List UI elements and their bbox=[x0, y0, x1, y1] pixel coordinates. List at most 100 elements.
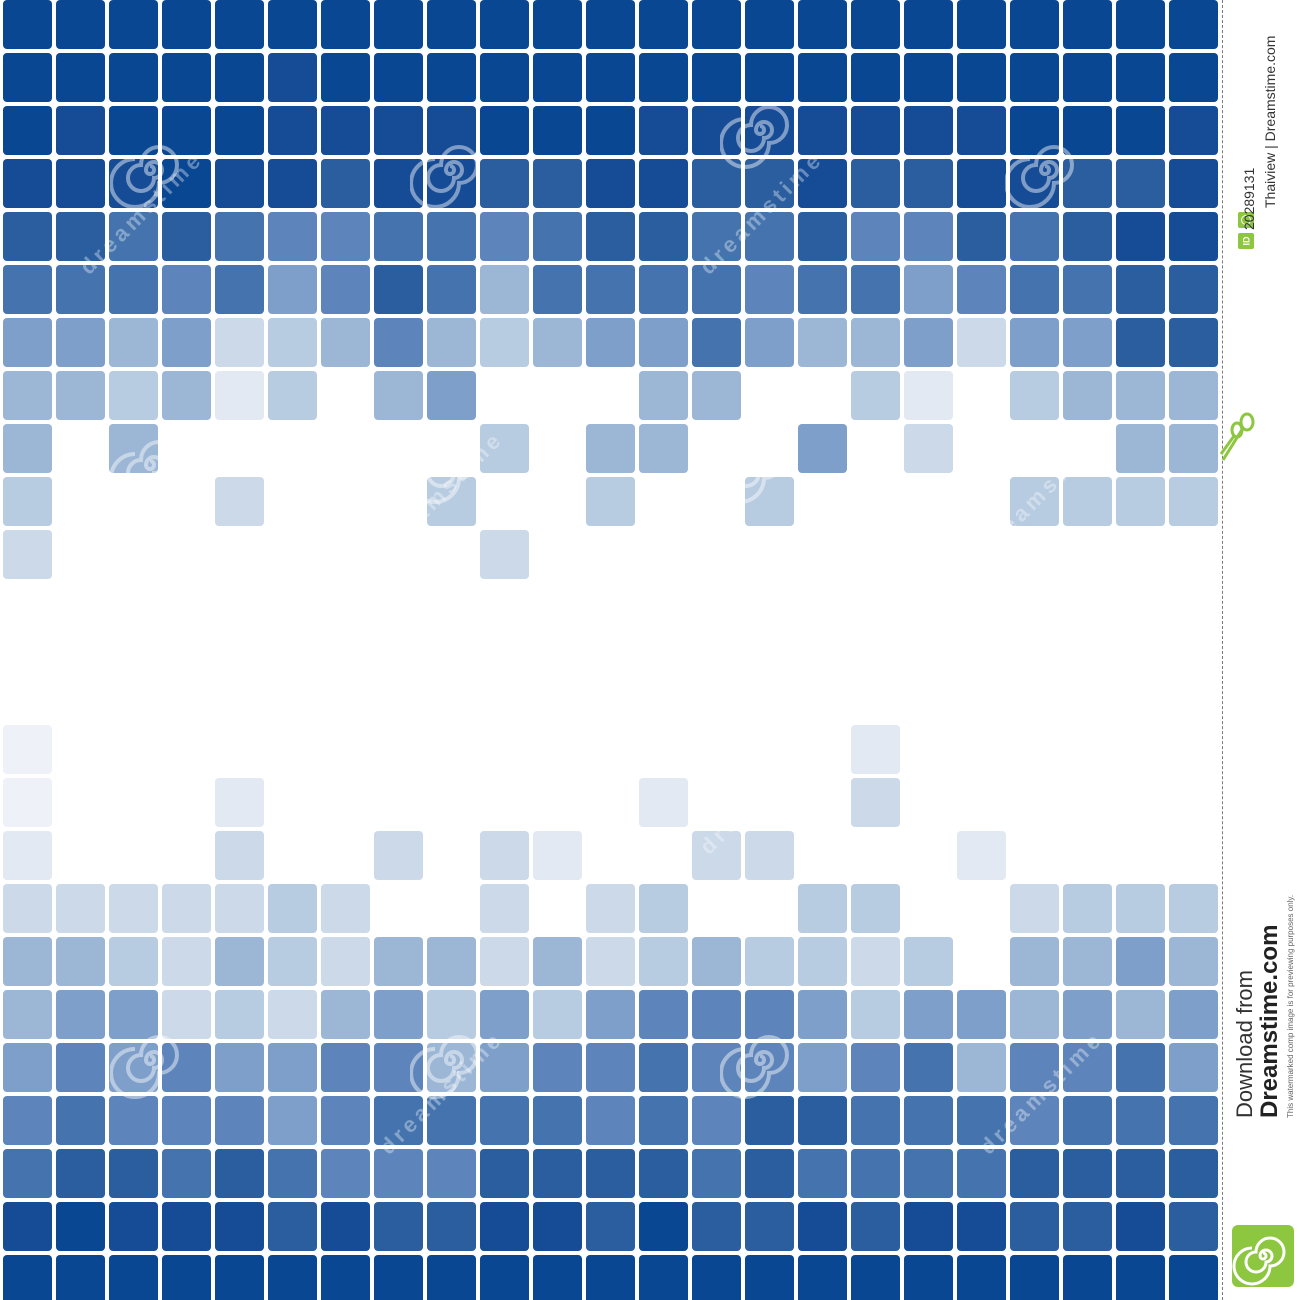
mosaic-tile bbox=[215, 1149, 264, 1198]
mosaic-tile bbox=[798, 884, 847, 933]
mosaic-tile bbox=[109, 371, 158, 420]
mosaic-tile bbox=[427, 1255, 476, 1300]
mosaic-tile bbox=[1116, 937, 1165, 986]
tile-mosaic: dreamstime dreamstime dreamstime dreamstime… bbox=[3, 0, 1218, 1300]
mosaic-tile bbox=[427, 371, 476, 420]
mosaic-tile bbox=[321, 318, 370, 367]
mosaic-tile bbox=[215, 831, 264, 880]
mosaic-tile bbox=[798, 424, 847, 473]
mosaic-tile bbox=[162, 159, 211, 208]
mosaic-tile bbox=[215, 1096, 264, 1145]
mosaic-tile bbox=[745, 159, 794, 208]
mosaic-tile bbox=[1063, 106, 1112, 155]
mosaic-tile bbox=[1116, 1255, 1165, 1300]
mosaic-tile bbox=[56, 318, 105, 367]
mosaic-tile bbox=[798, 212, 847, 261]
mosaic-tile bbox=[109, 53, 158, 102]
mosaic-tile bbox=[321, 884, 370, 933]
mosaic-tile bbox=[798, 1255, 847, 1300]
mosaic-tile bbox=[1063, 1202, 1112, 1251]
mosaic-tile bbox=[480, 318, 529, 367]
mosaic-tile bbox=[1116, 53, 1165, 102]
mosaic-tile bbox=[586, 1255, 635, 1300]
mosaic-tile bbox=[1063, 990, 1112, 1039]
mosaic-tile bbox=[904, 371, 953, 420]
mosaic-tile bbox=[109, 265, 158, 314]
mosaic-tile bbox=[533, 1149, 582, 1198]
mosaic-tile bbox=[162, 318, 211, 367]
mosaic-tile bbox=[268, 1096, 317, 1145]
mosaic-tile bbox=[162, 990, 211, 1039]
cut-line bbox=[1222, 0, 1223, 1300]
mosaic-tile bbox=[586, 265, 635, 314]
mosaic-tile bbox=[162, 1202, 211, 1251]
mosaic-tile bbox=[1169, 159, 1218, 208]
mosaic-tile bbox=[533, 937, 582, 986]
mosaic-tile bbox=[162, 1043, 211, 1092]
mosaic-tile bbox=[533, 0, 582, 49]
mosaic-tile bbox=[586, 1202, 635, 1251]
mosaic-tile bbox=[3, 477, 52, 526]
mosaic-tile bbox=[957, 159, 1006, 208]
mosaic-tile bbox=[215, 106, 264, 155]
mosaic-tile bbox=[1169, 53, 1218, 102]
mosaic-tile bbox=[109, 1149, 158, 1198]
mosaic-tile bbox=[427, 937, 476, 986]
mosaic-tile bbox=[745, 318, 794, 367]
mosaic-tile bbox=[1169, 318, 1218, 367]
mosaic-tile bbox=[268, 371, 317, 420]
mosaic-tile bbox=[1010, 159, 1059, 208]
mosaic-tile bbox=[533, 831, 582, 880]
mosaic-tile bbox=[109, 1096, 158, 1145]
mosaic-tile bbox=[1063, 1255, 1112, 1300]
mosaic-tile bbox=[374, 0, 423, 49]
mosaic-tile bbox=[692, 318, 741, 367]
mosaic-tile bbox=[1063, 212, 1112, 261]
mosaic-tile bbox=[1116, 1149, 1165, 1198]
mosaic-tile bbox=[3, 0, 52, 49]
mosaic-tile bbox=[1169, 424, 1218, 473]
mosaic-tile bbox=[957, 53, 1006, 102]
mosaic-tile bbox=[798, 159, 847, 208]
mosaic-tile bbox=[533, 990, 582, 1039]
mosaic-tile bbox=[215, 1255, 264, 1300]
id-badge-label: ID bbox=[1241, 236, 1251, 246]
mosaic-tile bbox=[109, 1202, 158, 1251]
mosaic-tile bbox=[3, 937, 52, 986]
mosaic-tile bbox=[427, 318, 476, 367]
mosaic-tile bbox=[1116, 1202, 1165, 1251]
mosaic-tile bbox=[3, 106, 52, 155]
mosaic-tile bbox=[374, 106, 423, 155]
mosaic-tile bbox=[321, 1149, 370, 1198]
mosaic-tile bbox=[268, 212, 317, 261]
mosaic-tile bbox=[957, 990, 1006, 1039]
spiral-logo-icon bbox=[1232, 1225, 1294, 1287]
mosaic-tile bbox=[162, 212, 211, 261]
mosaic-tile bbox=[268, 318, 317, 367]
mosaic-tile bbox=[851, 937, 900, 986]
mosaic-tile bbox=[1116, 477, 1165, 526]
mosaic-tile bbox=[692, 1043, 741, 1092]
mosaic-tile bbox=[480, 530, 529, 579]
mosaic-tile bbox=[56, 1202, 105, 1251]
mosaic-tile bbox=[851, 725, 900, 774]
mosaic-tile bbox=[1063, 265, 1112, 314]
mosaic-tile bbox=[3, 990, 52, 1039]
mosaic-tile bbox=[798, 0, 847, 49]
mosaic-tile bbox=[1169, 1149, 1218, 1198]
mosaic-tile bbox=[215, 53, 264, 102]
mosaic-tile bbox=[798, 1096, 847, 1145]
mosaic-tile bbox=[586, 1043, 635, 1092]
mosaic-tile bbox=[1169, 1043, 1218, 1092]
mosaic-tile bbox=[1116, 265, 1165, 314]
mosaic-tile bbox=[533, 1255, 582, 1300]
mosaic-tile bbox=[586, 212, 635, 261]
fine-print: This watermarked comp image is for previ… bbox=[1286, 894, 1295, 1118]
mosaic-tile bbox=[1116, 1043, 1165, 1092]
mosaic-tile bbox=[851, 778, 900, 827]
mosaic-tile bbox=[1116, 1096, 1165, 1145]
mosaic-tile bbox=[427, 106, 476, 155]
mosaic-tile bbox=[321, 265, 370, 314]
mosaic-tile bbox=[215, 1043, 264, 1092]
mosaic-tile bbox=[586, 884, 635, 933]
